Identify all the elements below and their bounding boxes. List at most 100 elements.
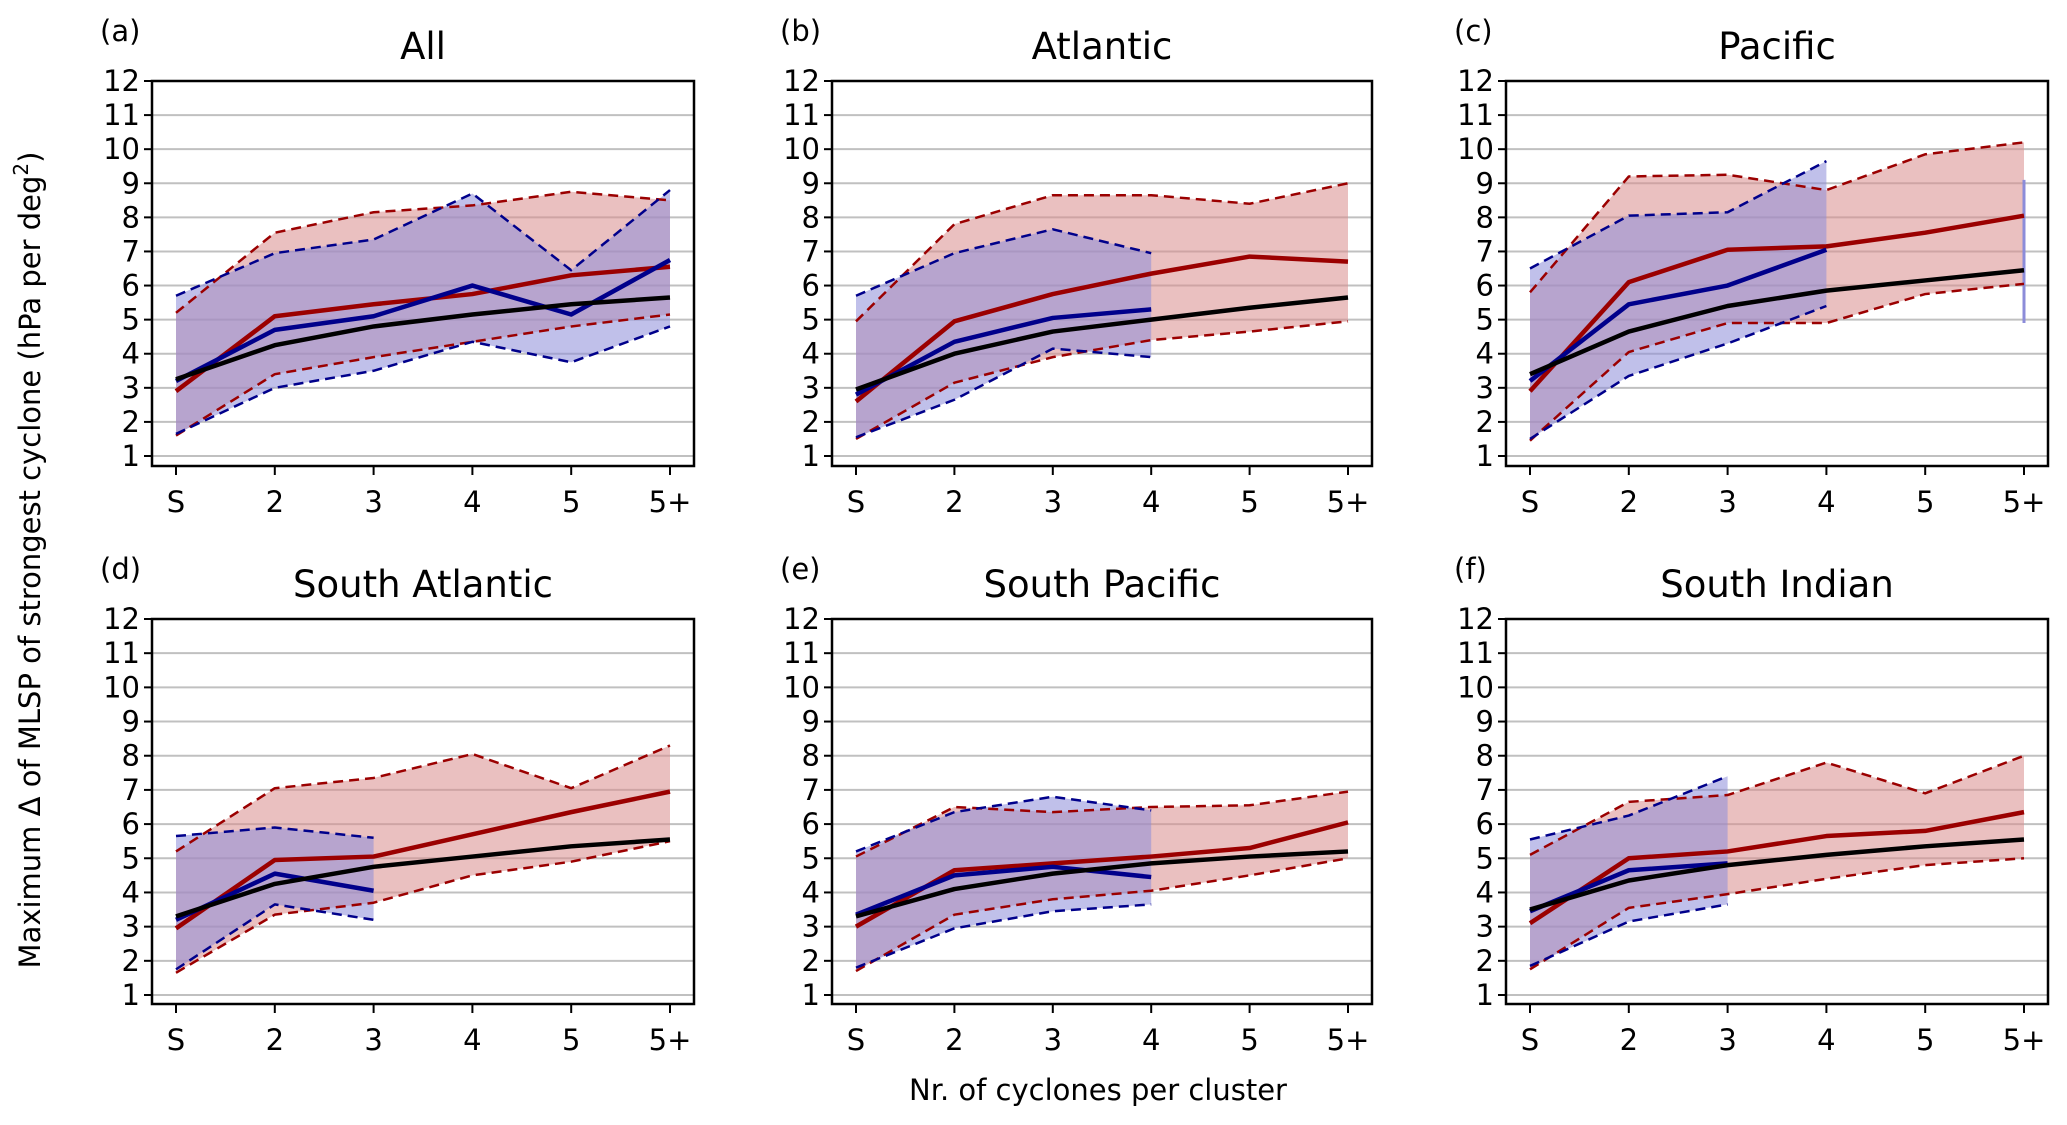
y-tick-label: 1 xyxy=(122,439,140,473)
blue-mean-line xyxy=(854,307,1152,397)
y-tick-label: 7 xyxy=(1476,234,1494,268)
panel-label: (f) xyxy=(1454,552,1487,586)
red-lower-line xyxy=(855,857,1349,973)
black-mean-line xyxy=(1529,837,2025,912)
y-tick-label: 3 xyxy=(122,371,140,405)
x-tick-label: 2 xyxy=(1620,1023,1638,1057)
panel-title: Atlantic xyxy=(1032,25,1173,68)
red-upper-line xyxy=(175,190,671,314)
axes-frame xyxy=(1504,79,2050,468)
axes-frame xyxy=(830,617,1374,1006)
axes-frame xyxy=(1504,617,2050,1006)
panel-title: South Indian xyxy=(1660,563,1894,606)
y-tick-label: 8 xyxy=(1476,200,1494,234)
blue-band xyxy=(176,190,670,434)
panel-title: Pacific xyxy=(1718,25,1836,68)
y-tick-label: 5 xyxy=(122,303,140,337)
red-upper-line xyxy=(1529,754,2025,856)
x-tick-label: 5 xyxy=(1916,485,1934,519)
red-upper-line xyxy=(1529,141,2025,294)
blue-upper-line xyxy=(1529,775,1729,841)
blue-band xyxy=(176,827,374,970)
x-tick-label: S xyxy=(847,485,865,519)
red-mean-line xyxy=(1528,213,2025,393)
panel-label: (d) xyxy=(100,552,141,586)
y-tick-label: 6 xyxy=(1476,807,1494,841)
red-lower-line xyxy=(175,839,671,974)
panel-title: South Atlantic xyxy=(293,563,553,606)
red-mean-line xyxy=(174,789,671,931)
black-mean-line xyxy=(855,849,1349,919)
black-mean-line xyxy=(1529,267,2025,377)
axes-frame xyxy=(150,617,696,1006)
y-tick-label: 8 xyxy=(802,739,820,773)
blue-lower-line xyxy=(175,325,671,435)
red-upper-line xyxy=(855,790,1349,858)
y-tick-label: 4 xyxy=(802,875,820,909)
y-tick-label: 6 xyxy=(1476,269,1494,303)
blue-lower-line xyxy=(1529,903,1728,968)
y-tick-label: 8 xyxy=(1476,739,1494,773)
y-tick-label: 1 xyxy=(802,439,820,473)
y-tick-label: 7 xyxy=(802,234,820,268)
y-tick-label: 9 xyxy=(802,705,820,739)
blue-lower-line xyxy=(175,903,374,971)
x-tick-label: 4 xyxy=(1817,485,1835,519)
y-tick-label: 5 xyxy=(122,841,140,875)
blue-upper-line xyxy=(175,826,374,840)
x-tick-label: 3 xyxy=(364,485,382,519)
blue-upper-line xyxy=(1529,160,1827,270)
blue-lower-line xyxy=(1529,304,1827,441)
y-tick-label: 9 xyxy=(122,705,140,739)
x-tick-label: 5+ xyxy=(1327,485,1370,519)
x-tick-label: 2 xyxy=(266,485,284,519)
x-tick-label: 5 xyxy=(562,1023,580,1057)
y-tick-label: 11 xyxy=(103,98,140,132)
y-tick-label: 1 xyxy=(122,978,140,1012)
y-axis-label: Maximum Δ of MLSP of strongest cyclone (… xyxy=(9,152,47,969)
x-tick-label: 5+ xyxy=(649,1023,692,1057)
y-tick-label: 5 xyxy=(802,841,820,875)
y-tick-label: 4 xyxy=(122,337,140,371)
y-tick-label: 5 xyxy=(1476,303,1494,337)
axes-frame xyxy=(150,79,696,468)
y-tick-label: 6 xyxy=(122,269,140,303)
panel-label: (a) xyxy=(100,14,140,48)
y-tick-label: 7 xyxy=(122,234,140,268)
y-tick-label: 1 xyxy=(1476,439,1494,473)
y-tick-label: 10 xyxy=(783,670,820,704)
y-tick-label: 12 xyxy=(1457,64,1494,98)
red-band xyxy=(176,745,670,973)
x-tick-label: 2 xyxy=(945,1023,963,1057)
y-tick-label: 10 xyxy=(103,132,140,166)
y-tick-label: 4 xyxy=(802,337,820,371)
y-tick-label: 10 xyxy=(1457,670,1494,704)
x-tick-label: 4 xyxy=(463,1023,481,1057)
y-tick-label: 10 xyxy=(103,670,140,704)
x-tick-label: 5+ xyxy=(2003,485,2046,519)
y-tick-label: 11 xyxy=(783,98,820,132)
y-tick-label: 9 xyxy=(1476,166,1494,200)
x-tick-label: 2 xyxy=(945,485,963,519)
y-tick-label: 1 xyxy=(1476,978,1494,1012)
y-tick-label: 12 xyxy=(783,602,820,636)
y-tick-label: 3 xyxy=(1476,910,1494,944)
y-tick-label: 9 xyxy=(122,166,140,200)
y-tick-label: 2 xyxy=(122,405,140,439)
blue-upper-line xyxy=(855,795,1152,853)
x-tick-label: 3 xyxy=(1718,485,1736,519)
red-lower-line xyxy=(175,313,671,437)
x-tick-label: 5 xyxy=(562,485,580,519)
red-mean-line xyxy=(854,254,1349,404)
y-tick-label: 5 xyxy=(1476,841,1494,875)
blue-upper-line xyxy=(855,228,1152,297)
x-axis-label: Nr. of cyclones per cluster xyxy=(909,1073,1287,1107)
y-tick-label: 3 xyxy=(1476,371,1494,405)
red-lower-line xyxy=(1529,282,2025,442)
red-upper-line xyxy=(855,182,1349,323)
y-tick-label: 11 xyxy=(103,636,140,670)
y-tick-label: 3 xyxy=(122,910,140,944)
